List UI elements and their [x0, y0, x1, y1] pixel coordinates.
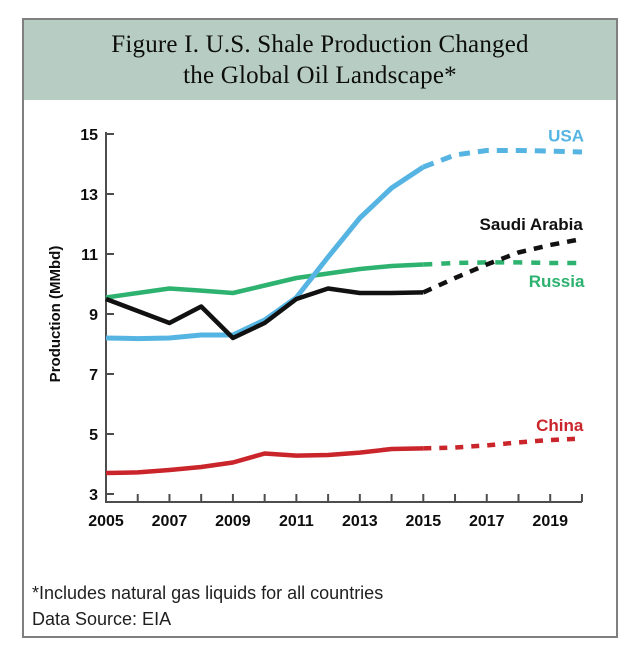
footnote-text: *Includes natural gas liquids for all co…: [32, 583, 384, 603]
china-line-solid: [105, 446, 424, 476]
x-tick-label: 2013: [342, 513, 378, 530]
usa-series-label: USA: [548, 127, 584, 146]
figure-title-line1: Figure I. U.S. Shale Production Changed: [111, 31, 529, 58]
figure-title-line2: the Global Oil Landscape*: [183, 62, 457, 89]
saudi-arabia-series-label: Saudi Arabia: [480, 215, 584, 234]
russia-line-solid: [105, 262, 424, 300]
y-tick-label: 9: [89, 307, 98, 324]
y-axis-title: Production (MMbd): [47, 246, 64, 383]
saudi-arabia-line-solid: [105, 286, 424, 341]
usa-line-solid: [105, 164, 425, 342]
x-tick-label: 2009: [215, 513, 251, 530]
y-tick-label: 15: [80, 127, 98, 144]
x-tick-label: 2011: [279, 513, 314, 530]
x-tick-label: 2017: [469, 513, 505, 530]
figure-title-band: Figure I. U.S. Shale Production Changed …: [24, 20, 616, 100]
china-line-projection-dashed: [423, 436, 583, 451]
y-tick-label: 7: [89, 367, 98, 384]
y-tick-label: 3: [89, 487, 98, 504]
saudi-arabia-line-projection-dashed: [422, 236, 583, 295]
x-tick-label: 2015: [406, 513, 442, 530]
figure-footer: *Includes natural gas liquids for all co…: [32, 580, 602, 632]
x-tick-label: 2005: [88, 513, 124, 530]
china-series-label: China: [536, 416, 584, 435]
russia-series-label: Russia: [529, 272, 585, 291]
usa-line-projection-dashed: [422, 148, 583, 170]
y-tick-label: 5: [89, 427, 98, 444]
russia-line-projection-dashed: [423, 260, 582, 267]
figure-frame: Figure I. U.S. Shale Production Changed …: [22, 18, 618, 638]
y-tick-label: 13: [80, 187, 98, 204]
chart-area: 15 13 11 9 7 5 3 2005 2007 2009 2011 2013 2015 2017 20…: [24, 100, 616, 560]
y-tick-label: 11: [81, 247, 98, 264]
x-tick-label: 2019: [532, 513, 568, 530]
data-source-text: Data Source: EIA: [32, 609, 172, 629]
x-tick-label: 2007: [152, 513, 188, 530]
chart-svg: 15 13 11 9 7 5 3 2005 2007 2009 2011 2013 2015 2017 20…: [47, 127, 585, 531]
